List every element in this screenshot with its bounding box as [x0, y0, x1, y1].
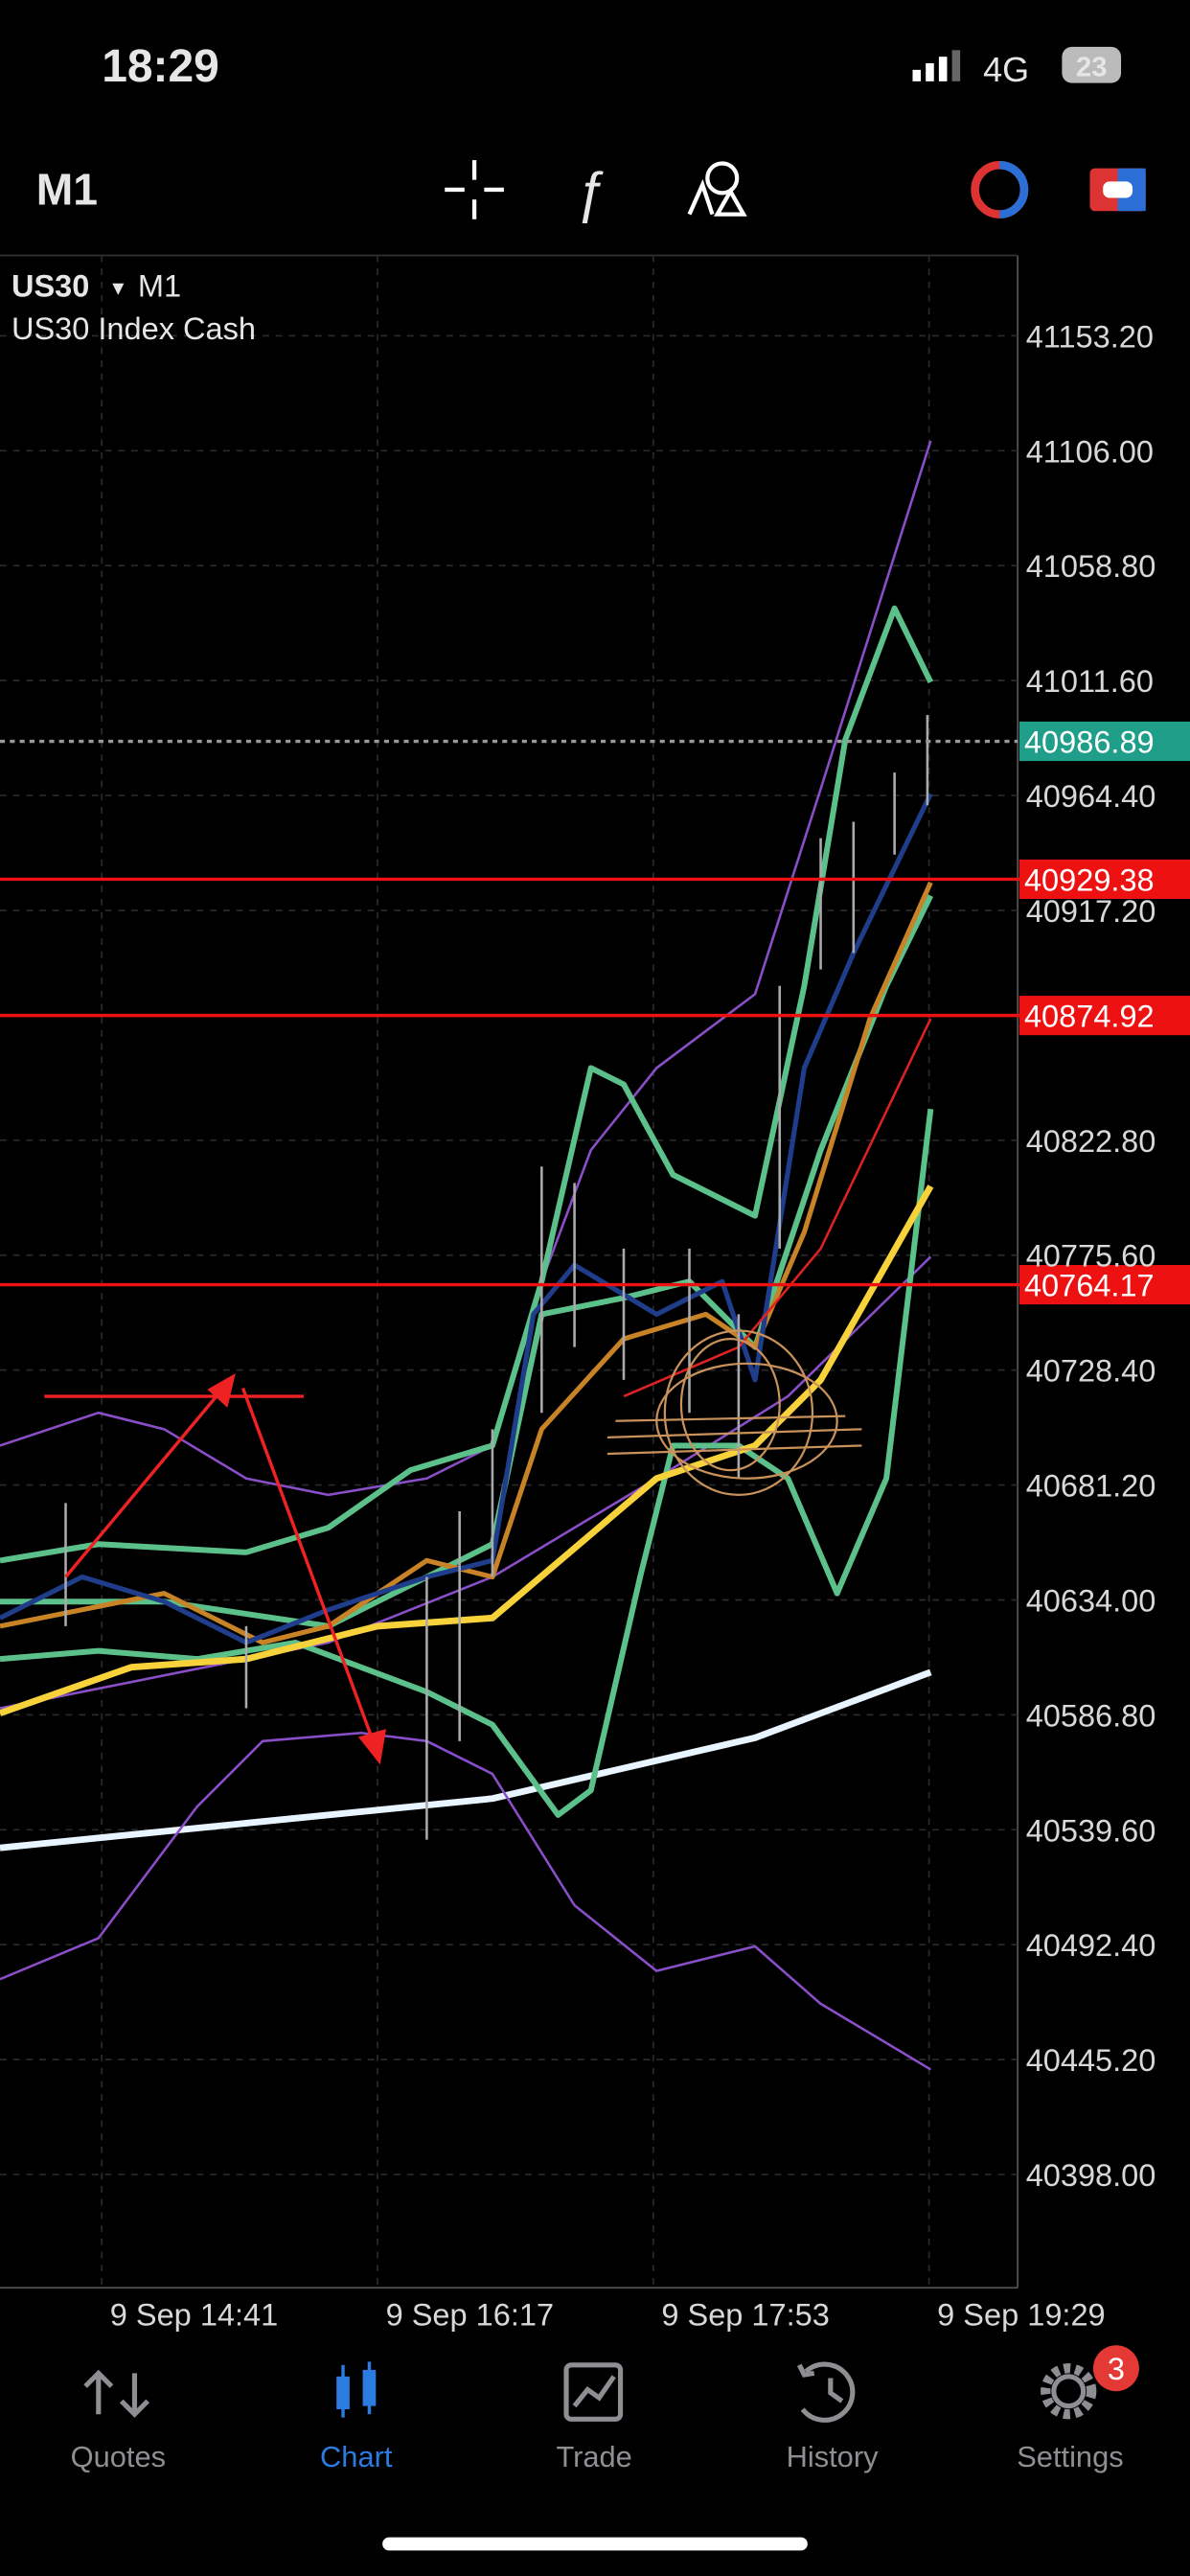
- time-label: 9 Sep 17:53: [661, 2298, 829, 2333]
- time-axis: 9 Sep 14:41 9 Sep 16:17 9 Sep 17:53 9 Sep 1…: [110, 2298, 1106, 2333]
- level-tag: [1018, 859, 1190, 899]
- level-lines: 40929.38 40874.92 40764.17: [0, 859, 1190, 1305]
- history-icon: [796, 2361, 856, 2423]
- trade-button[interactable]: [1089, 168, 1146, 212]
- price-label: 41153.20: [1026, 319, 1154, 354]
- price-label: 40445.20: [1026, 2043, 1156, 2078]
- arrow-drawings: [44, 1373, 387, 1765]
- chart-timeframe: M1: [138, 268, 181, 303]
- price-axis: 41153.20 41106.00 41058.80 41011.60 40964.40…: [1026, 319, 1156, 2193]
- candles: [64, 715, 929, 1840]
- level-price: 40764.17: [1024, 1269, 1155, 1303]
- price-label: 40917.20: [1026, 894, 1156, 929]
- time-label: 9 Sep 16:17: [386, 2298, 554, 2333]
- current-price: 40986.89: [1024, 725, 1155, 760]
- price-label: 40728.40: [1026, 1354, 1156, 1389]
- timeframe-button[interactable]: M1: [36, 164, 98, 214]
- price-label: 40634.00: [1026, 1583, 1156, 1618]
- tab-badge: 3: [1108, 2352, 1125, 2386]
- network: 4G: [983, 50, 1029, 89]
- settings-icon: [1041, 2345, 1139, 2420]
- price-label: 40398.00: [1026, 2158, 1156, 2193]
- indicators-button[interactable]: ƒ: [575, 161, 606, 223]
- tab-label[interactable]: Settings: [1017, 2440, 1123, 2473]
- price-label: 41058.80: [1026, 549, 1156, 584]
- time-label: 9 Sep 14:41: [110, 2298, 278, 2333]
- quotes-icon: [83, 2369, 149, 2418]
- price-label: 40681.20: [1026, 1469, 1156, 1504]
- symbol-dropdown[interactable]: ▼: [108, 278, 127, 300]
- tab-label[interactable]: Quotes: [71, 2440, 166, 2473]
- level-price: 40929.38: [1024, 862, 1155, 897]
- signal-icon: [912, 50, 961, 81]
- clock: 18:29: [102, 41, 219, 92]
- price-label: 41106.00: [1026, 434, 1154, 469]
- price-label: 41011.60: [1026, 664, 1154, 699]
- symbol[interactable]: US30: [11, 268, 89, 303]
- price-label: 40775.60: [1026, 1239, 1156, 1274]
- signals-button[interactable]: [971, 160, 1029, 218]
- indicators: [0, 440, 934, 2071]
- chart[interactable]: 40929.38 40874.92 40764.17 US30 ▼ M1 US30 …: [0, 254, 1190, 2333]
- objects-button[interactable]: [687, 161, 747, 217]
- price-label: 40492.40: [1026, 1928, 1156, 1963]
- symbol-description: US30 Index Cash: [11, 311, 256, 346]
- tab-label[interactable]: Trade: [556, 2440, 631, 2473]
- trade-icon: [563, 2362, 624, 2422]
- price-label: 40964.40: [1026, 779, 1156, 814]
- crosshair-button[interactable]: [445, 160, 504, 219]
- grid: [0, 255, 1018, 2288]
- tab-label[interactable]: Chart: [320, 2440, 393, 2473]
- current-price-tag: [1018, 721, 1190, 762]
- price-label: 40822.80: [1026, 1124, 1156, 1159]
- price-label: 40586.80: [1026, 1698, 1156, 1733]
- tab-label[interactable]: History: [787, 2440, 880, 2473]
- level-price: 40874.92: [1024, 1000, 1155, 1034]
- tab-bar: Quotes Chart Trade History Settings 3: [71, 2345, 1139, 2551]
- level-tag: [1018, 996, 1190, 1036]
- chart-icon: [336, 2361, 377, 2418]
- fibonacci-drawings: [606, 1329, 862, 1496]
- price-label: 40539.60: [1026, 1813, 1156, 1848]
- time-label: 9 Sep 19:29: [937, 2298, 1105, 2333]
- home-indicator: [382, 2537, 808, 2551]
- battery-level: 23: [1076, 53, 1107, 83]
- level-tag: [1018, 1265, 1190, 1305]
- battery-icon: [1062, 46, 1122, 83]
